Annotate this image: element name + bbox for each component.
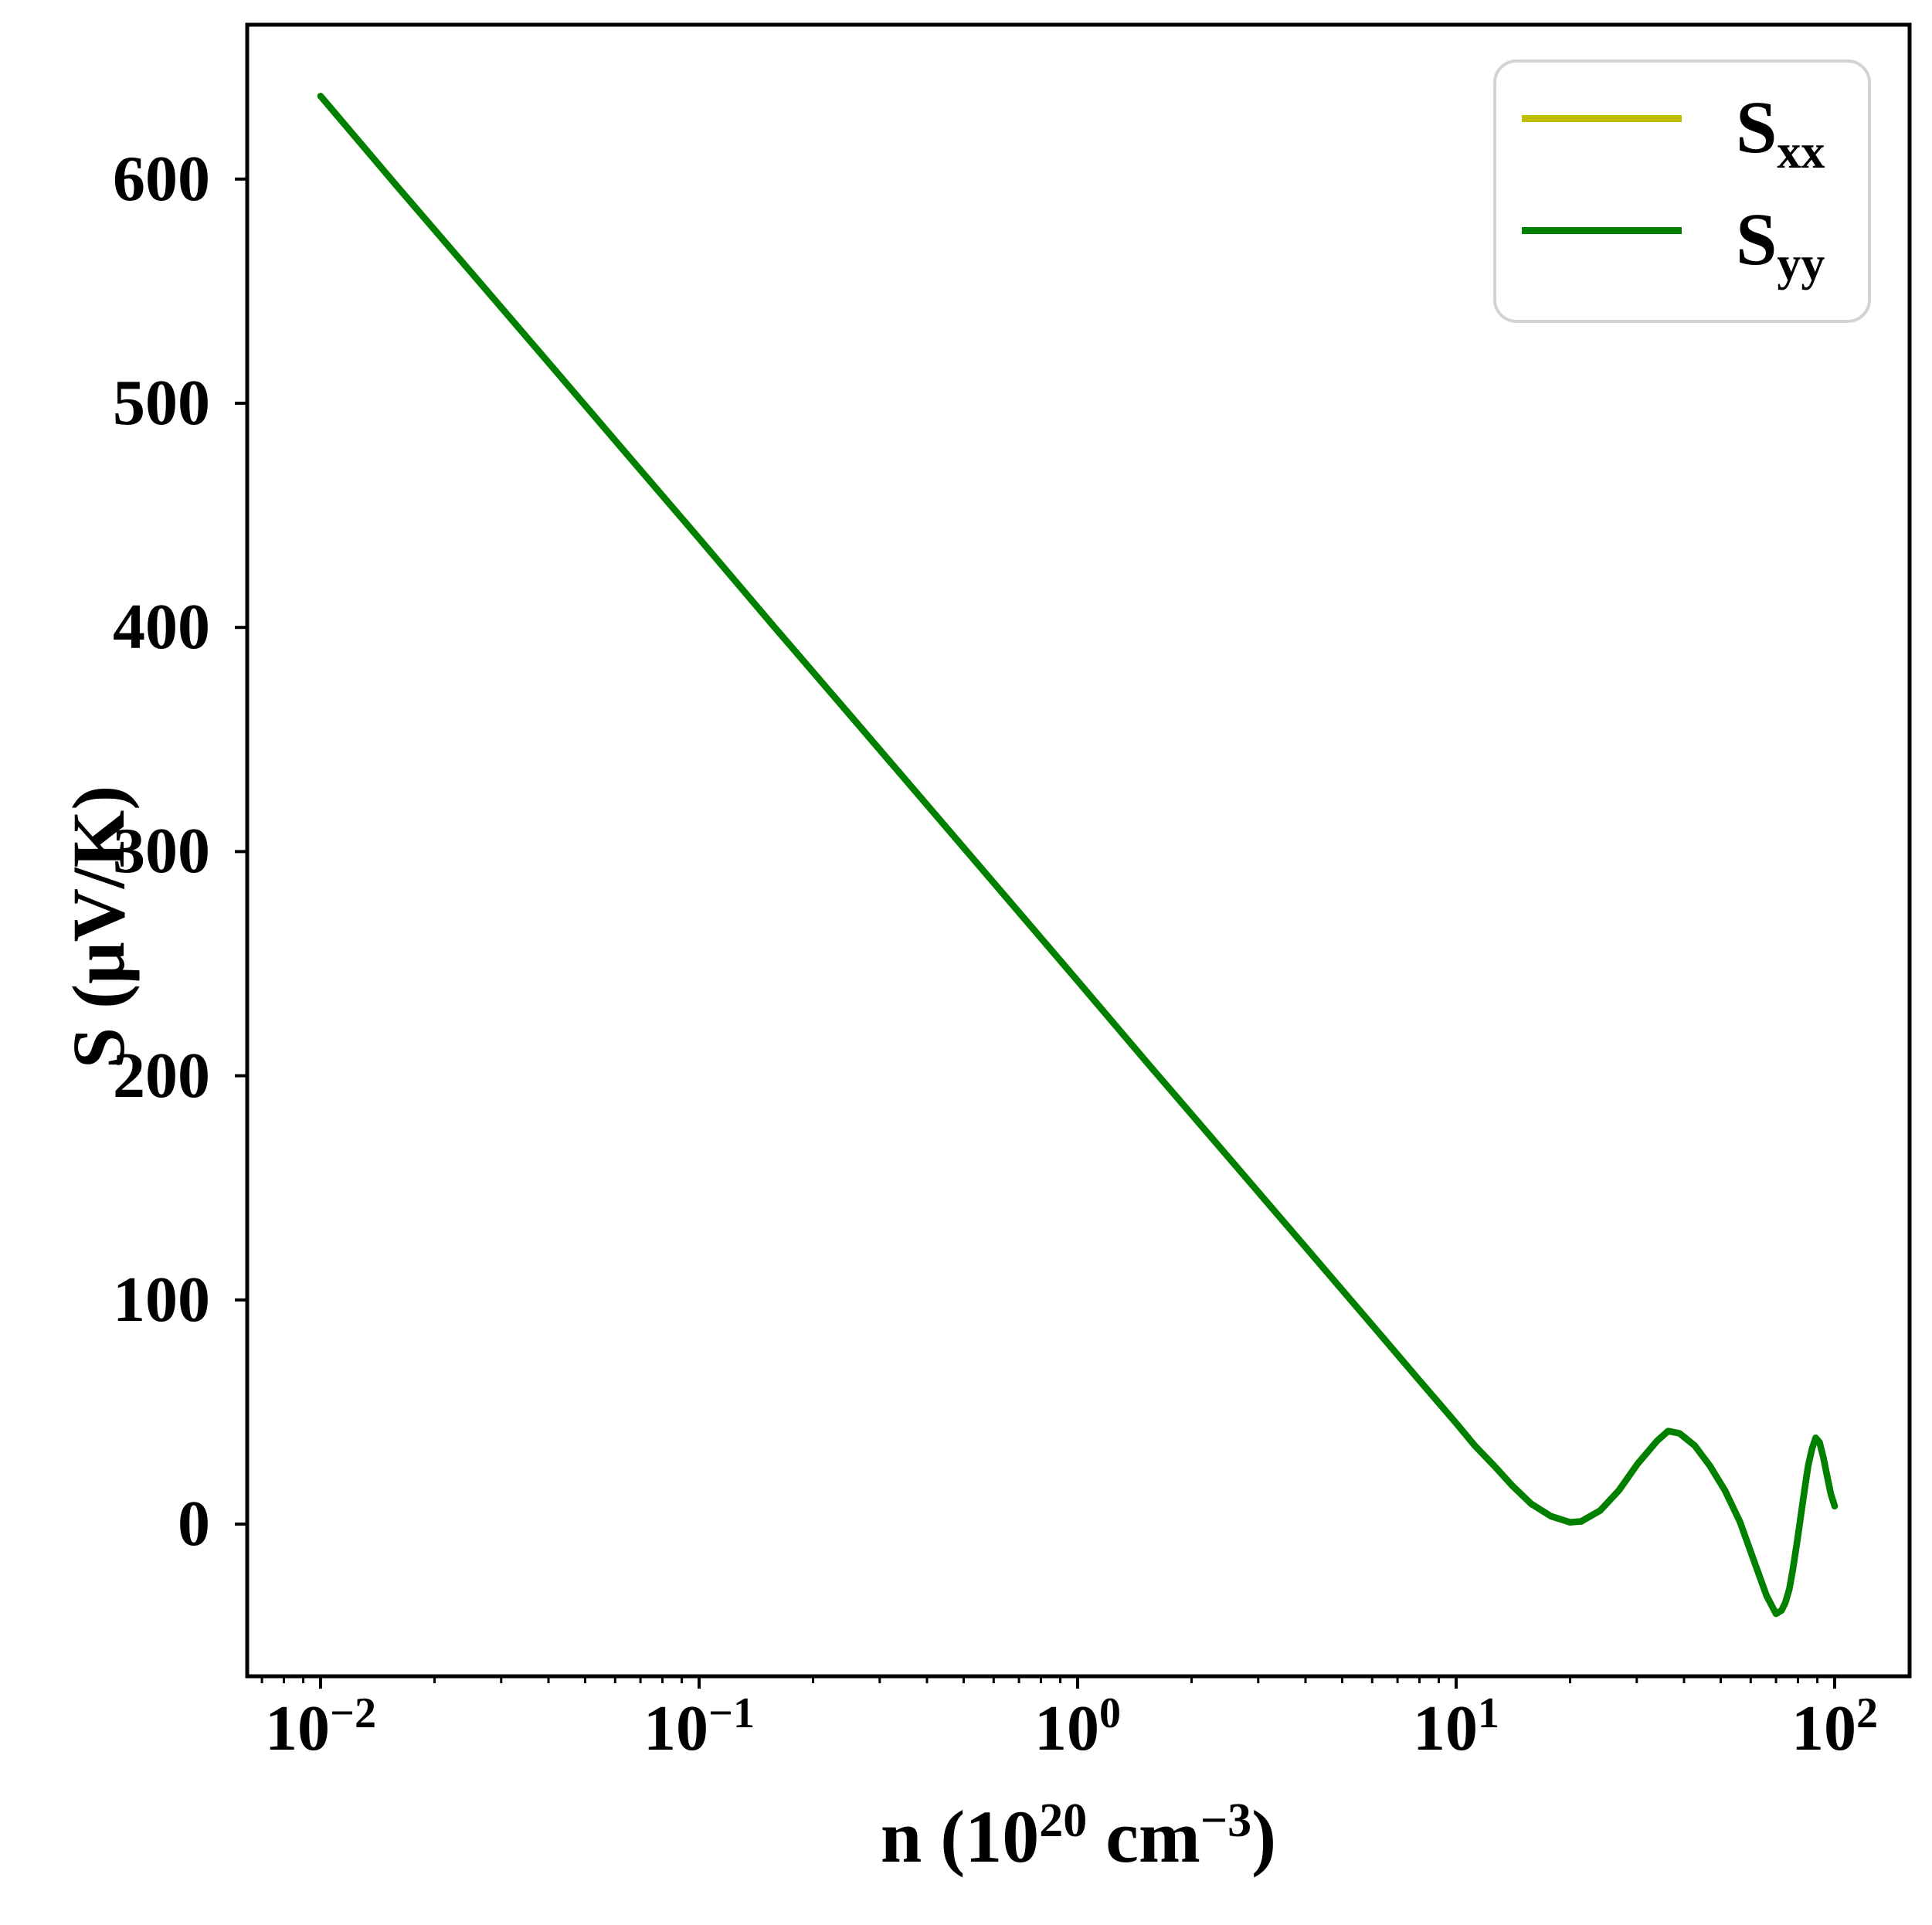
curve-s_xx <box>317 93 1839 1618</box>
legend-label-sxx-sub: xx <box>1777 126 1825 179</box>
curve-s_yy <box>317 93 1839 1618</box>
legend-label-syy: Syy <box>1736 202 1825 289</box>
y-tick-label: 0 <box>178 1488 210 1560</box>
y-tick-label: 300 <box>113 815 210 888</box>
x-tick-label: 102 <box>1791 1689 1878 1764</box>
plot-border <box>245 22 1912 1679</box>
x-tick-label: 10−1 <box>643 1689 755 1764</box>
x-axis-label-mid: cm <box>1087 1795 1200 1878</box>
y-axis-label: S (μV/K) <box>57 785 140 1069</box>
y-tick-label: 600 <box>113 142 210 215</box>
legend-label-syy-sub: yy <box>1777 238 1825 291</box>
y-tick-label: 500 <box>113 367 210 439</box>
axis-ticks <box>235 177 1836 1689</box>
x-axis-label-pre: n (10 <box>880 1795 1040 1878</box>
x-axis-label-exp1: 20 <box>1039 1794 1088 1847</box>
x-tick-label: 10−2 <box>265 1689 376 1764</box>
x-tick-label: 100 <box>1034 1689 1121 1764</box>
x-tick-label: 101 <box>1413 1689 1499 1764</box>
x-axis-label-exp2: −3 <box>1200 1794 1252 1847</box>
y-tick-label: 100 <box>113 1263 210 1336</box>
curves <box>317 93 1839 1618</box>
y-tick-label: 400 <box>113 591 210 664</box>
legend: Sxx Syy <box>1493 59 1871 323</box>
legend-swatch-sxx <box>1522 115 1682 122</box>
x-axis-label: n (1020 cm−3) <box>881 1797 1276 1874</box>
legend-label-syy-text: S <box>1736 198 1778 280</box>
legend-label-sxx-text: S <box>1736 86 1778 168</box>
legend-label-sxx: Sxx <box>1736 90 1825 177</box>
y-tick-label: 200 <box>113 1039 210 1112</box>
x-axis-label-post: ) <box>1251 1795 1277 1878</box>
legend-swatch-syy <box>1522 227 1682 234</box>
